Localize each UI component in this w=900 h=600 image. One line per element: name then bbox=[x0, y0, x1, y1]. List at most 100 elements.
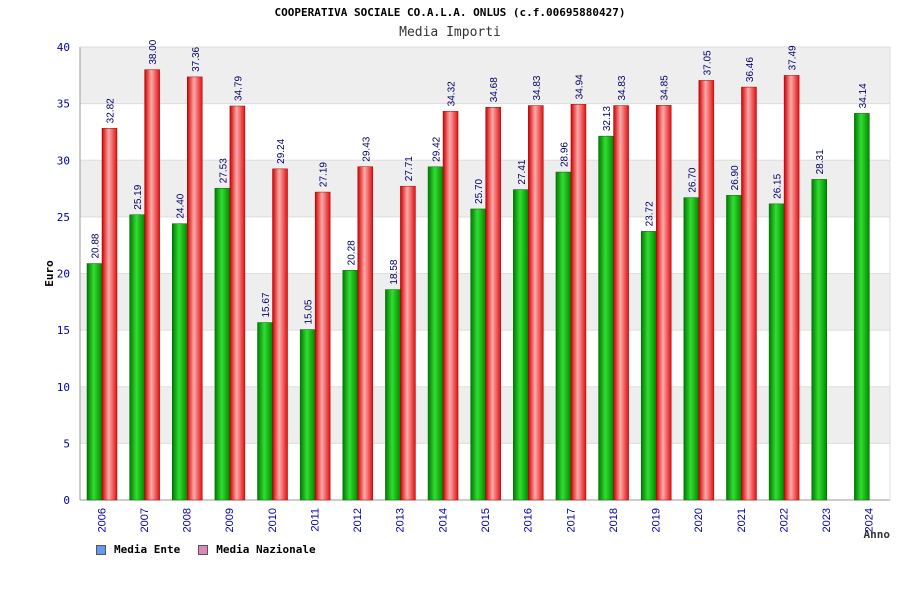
legend-label: Media Nazionale bbox=[216, 543, 316, 556]
bar-media-ente bbox=[342, 270, 359, 501]
data-label: 20.88 bbox=[91, 233, 102, 258]
data-label: 29.42 bbox=[432, 136, 443, 161]
bar-media-nazionale bbox=[655, 105, 672, 501]
data-label: 26.15 bbox=[773, 173, 784, 198]
data-label: 29.24 bbox=[276, 138, 287, 163]
bar-media-nazionale bbox=[144, 69, 160, 501]
bar-media-nazionale bbox=[314, 191, 331, 501]
x-tick-label: 2014 bbox=[437, 508, 449, 532]
bar-media-nazionale bbox=[187, 76, 203, 501]
y-tick-label: 30 bbox=[57, 154, 70, 167]
data-label: 34.83 bbox=[532, 75, 543, 100]
data-label: 34.94 bbox=[574, 74, 585, 99]
bar-media-ente bbox=[640, 231, 657, 501]
y-axis-label: Euro bbox=[43, 260, 56, 287]
bar-media-nazionale bbox=[101, 128, 118, 501]
y-tick-label: 25 bbox=[57, 211, 70, 224]
x-tick-label: 2011 bbox=[309, 508, 321, 532]
x-tick-label: 2019 bbox=[651, 508, 663, 532]
data-label: 23.72 bbox=[645, 201, 656, 226]
data-label: 27.53 bbox=[218, 158, 229, 183]
data-label: 25.70 bbox=[474, 178, 485, 203]
data-label: 28.31 bbox=[815, 149, 826, 174]
bar-media-ente bbox=[726, 195, 742, 501]
x-tick-label: 2012 bbox=[352, 508, 364, 532]
bar-media-ente bbox=[513, 189, 529, 501]
data-label: 24.40 bbox=[176, 193, 187, 218]
bar-media-nazionale bbox=[741, 86, 757, 501]
x-tick-label: 2020 bbox=[693, 508, 705, 532]
data-label: 37.49 bbox=[788, 45, 799, 70]
x-tick-label: 2010 bbox=[267, 508, 279, 532]
data-label: 34.14 bbox=[858, 83, 869, 108]
y-tick-label: 15 bbox=[57, 324, 70, 337]
bar-media-nazionale bbox=[400, 185, 416, 501]
bar-media-ente bbox=[86, 263, 103, 501]
data-label: 32.13 bbox=[602, 106, 613, 131]
x-tick-label: 2017 bbox=[565, 508, 577, 532]
legend: Media Ente Media Nazionale bbox=[96, 543, 316, 556]
bar-media-ente bbox=[427, 166, 444, 501]
data-label: 18.58 bbox=[389, 259, 400, 284]
x-axis-label: Anno bbox=[864, 528, 891, 541]
x-tick-label: 2016 bbox=[523, 508, 535, 532]
bar-media-ente bbox=[470, 208, 486, 501]
x-tick-label: 2022 bbox=[778, 508, 790, 532]
legend-label: Media Ente bbox=[114, 543, 181, 556]
x-tick-label: 2008 bbox=[182, 508, 194, 532]
data-label: 34.79 bbox=[233, 76, 244, 101]
bar-media-ente bbox=[854, 113, 870, 501]
legend-item-media-nazionale: Media Nazionale bbox=[198, 543, 316, 556]
bar-media-ente bbox=[172, 223, 188, 501]
bar-media-ente bbox=[299, 329, 316, 501]
x-tick-label: 2015 bbox=[480, 508, 492, 532]
data-label: 15.67 bbox=[261, 292, 272, 317]
y-tick-label: 40 bbox=[57, 41, 70, 54]
bar-media-ente bbox=[214, 187, 231, 501]
bar-media-nazionale bbox=[272, 168, 288, 501]
data-label: 34.85 bbox=[660, 75, 671, 100]
data-label: 34.68 bbox=[489, 77, 500, 102]
bar-media-ente bbox=[555, 171, 572, 501]
x-tick-label: 2007 bbox=[139, 508, 151, 532]
chart-subtitle: Media Importi bbox=[399, 25, 501, 40]
data-label: 26.70 bbox=[687, 167, 698, 192]
x-tick-label: 2023 bbox=[821, 508, 833, 532]
data-label: 34.32 bbox=[447, 81, 458, 106]
y-tick-label: 5 bbox=[63, 437, 70, 450]
bar-media-nazionale bbox=[229, 105, 246, 501]
chart-title: COOPERATIVA SOCIALE CO.A.L.A. ONLUS (c.f… bbox=[274, 6, 626, 19]
bar-media-ente bbox=[129, 214, 145, 501]
bar-media-nazionale bbox=[528, 105, 544, 501]
bar-media-nazionale bbox=[698, 80, 715, 501]
bar-media-ente bbox=[257, 322, 273, 501]
data-label: 38.00 bbox=[148, 39, 159, 64]
data-label: 29.43 bbox=[361, 136, 372, 161]
data-label: 37.36 bbox=[191, 46, 202, 71]
bar-media-nazionale bbox=[357, 166, 374, 501]
bar-media-nazionale bbox=[570, 104, 587, 501]
x-tick-label: 2009 bbox=[224, 508, 236, 532]
bar-media-ente bbox=[768, 203, 785, 501]
legend-item-media-ente: Media Ente bbox=[96, 543, 180, 556]
bar-media-ente bbox=[811, 179, 827, 501]
data-label: 20.28 bbox=[346, 240, 357, 265]
data-label: 32.82 bbox=[106, 98, 117, 123]
y-tick-label: 20 bbox=[57, 268, 70, 281]
data-label: 26.90 bbox=[730, 165, 741, 190]
data-label: 34.83 bbox=[617, 75, 628, 100]
data-label: 27.19 bbox=[319, 162, 330, 187]
bar-media-ente bbox=[598, 135, 614, 501]
x-tick-label: 2006 bbox=[96, 508, 108, 532]
x-tick-label: 2021 bbox=[736, 508, 748, 532]
bar-media-ente bbox=[683, 197, 700, 501]
bar-media-nazionale bbox=[485, 106, 501, 501]
y-tick-label: 0 bbox=[63, 494, 70, 507]
bar-media-nazionale bbox=[442, 111, 459, 501]
data-label: 15.05 bbox=[304, 299, 315, 324]
y-tick-label: 35 bbox=[57, 98, 70, 111]
bar-media-nazionale bbox=[613, 105, 629, 501]
data-label: 25.19 bbox=[133, 184, 144, 209]
data-label: 27.71 bbox=[404, 156, 415, 181]
